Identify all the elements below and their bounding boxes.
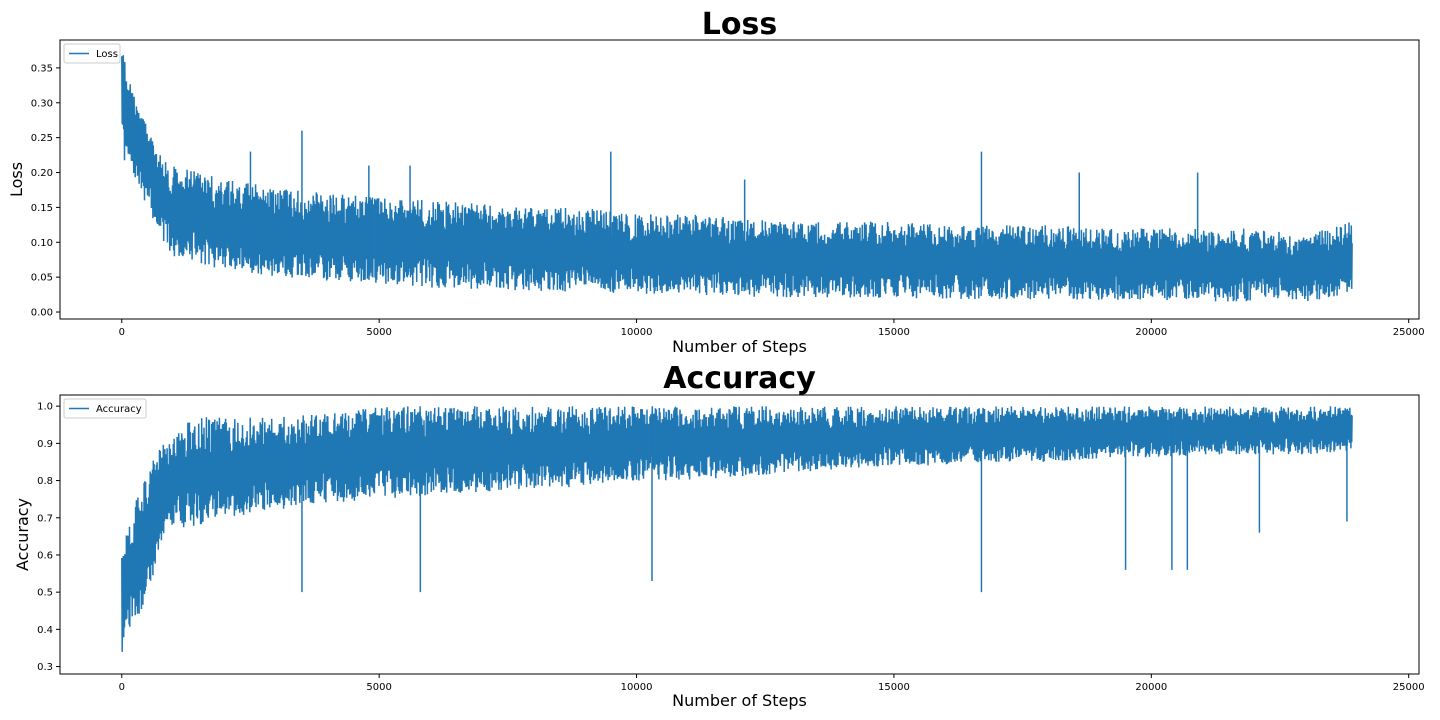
accuracy-y-axis-label: Accuracy — [13, 498, 32, 571]
loss-x-tick-label: 10000 — [621, 327, 653, 338]
loss-x-tick-label: 15000 — [878, 327, 910, 338]
accuracy-x-tick-label: 5000 — [366, 682, 391, 693]
loss-y-tick-label: 0.15 — [31, 203, 53, 214]
accuracy-legend-label: Accuracy — [96, 404, 142, 415]
loss-y-axis-label: Loss — [7, 162, 26, 197]
accuracy-x-ticks: 0 5000 10000 15000 20000 25000 — [119, 674, 1425, 693]
accuracy-legend: Accuracy — [63, 398, 147, 419]
accuracy-subplot: Accuracy 0 5000 10000 15000 20000 25000 0.30.… — [13, 361, 1425, 710]
loss-chart-title: Loss — [702, 7, 777, 42]
accuracy-x-tick-label: 0 — [119, 682, 125, 693]
loss-y-tick-label: 0.25 — [31, 133, 53, 144]
accuracy-y-tick-label: 0.5 — [37, 588, 53, 599]
loss-y-tick-label: 0.30 — [31, 98, 53, 109]
accuracy-y-tick-label: 0.4 — [37, 625, 53, 636]
loss-y-tick-label: 0.35 — [31, 63, 53, 74]
loss-x-tick-label: 0 — [119, 327, 125, 338]
loss-x-axis-label: Number of Steps — [672, 337, 807, 356]
loss-y-tick-label: 0.05 — [31, 273, 53, 284]
loss-legend-box — [63, 43, 121, 64]
accuracy-y-tick-label: 0.6 — [37, 550, 53, 561]
accuracy-x-tick-label: 25000 — [1393, 682, 1425, 693]
loss-x-tick-label: 20000 — [1135, 327, 1167, 338]
accuracy-series-layer — [121, 406, 1353, 652]
loss-y-tick-label: 0.20 — [31, 168, 53, 179]
loss-series-line — [121, 55, 1353, 302]
accuracy-x-axis-label: Number of Steps — [672, 691, 807, 710]
accuracy-chart-title: Accuracy — [663, 361, 816, 396]
accuracy-y-ticks: 0.3 0.4 0.5 0.6 0.7 0.8 0.9 1.0 — [37, 402, 60, 673]
loss-y-tick-label: 0.00 — [31, 308, 53, 319]
accuracy-x-tick-label: 15000 — [878, 682, 910, 693]
accuracy-y-tick-label: 0.7 — [37, 513, 53, 524]
loss-x-tick-label: 25000 — [1393, 327, 1425, 338]
loss-legend-label: Loss — [96, 49, 118, 60]
accuracy-plot-frame — [59, 394, 1420, 675]
accuracy-x-tick-label: 20000 — [1135, 682, 1167, 693]
accuracy-series-line — [121, 406, 1353, 652]
loss-subplot: Loss 0 5000 10000 15000 20000 25000 0.000.050… — [7, 7, 1425, 356]
loss-x-ticks: 0 5000 10000 15000 20000 25000 — [119, 319, 1425, 338]
accuracy-y-tick-label: 0.8 — [37, 476, 53, 487]
accuracy-x-tick-label: 10000 — [621, 682, 653, 693]
loss-plot-frame — [59, 39, 1420, 320]
loss-y-tick-label: 0.10 — [31, 238, 53, 249]
loss-y-ticks: 0.00 0.05 0.10 0.15 0.20 0.25 0.30 0.35 — [31, 63, 60, 319]
loss-legend: Loss — [63, 43, 121, 64]
loss-series-layer — [121, 55, 1353, 302]
loss-x-tick-label: 5000 — [366, 327, 391, 338]
accuracy-y-tick-label: 0.9 — [37, 439, 53, 450]
accuracy-legend-box — [63, 398, 147, 419]
accuracy-y-tick-label: 1.0 — [37, 402, 53, 413]
accuracy-y-tick-label: 0.3 — [37, 662, 53, 673]
